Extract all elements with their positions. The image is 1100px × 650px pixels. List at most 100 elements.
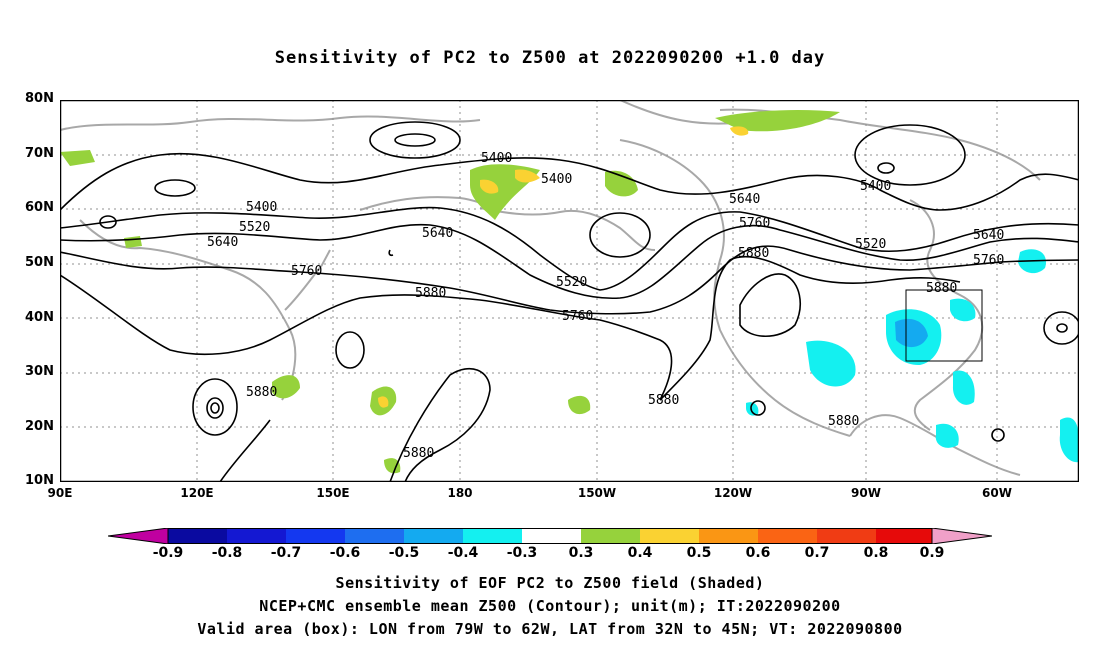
patch-positive	[715, 110, 840, 132]
contour-label: 5760	[973, 253, 1004, 268]
coast-aleutians	[479, 207, 656, 251]
contour-label: 5640	[729, 192, 760, 207]
contour-closed-high-atlantic-inner	[1056, 323, 1068, 333]
colorbar-swatch	[463, 528, 522, 544]
lon-label-90w: 90W	[851, 486, 881, 500]
contour-5640	[60, 223, 1079, 300]
patch-positive-strong	[378, 396, 389, 408]
lat-label-70n: 70N	[25, 146, 54, 161]
colorbar-swatch	[876, 528, 932, 544]
contour-5880-south-west	[219, 419, 271, 482]
colorbar-swatch	[404, 528, 463, 544]
map-frame	[60, 100, 1079, 482]
contour-small-hook	[388, 249, 394, 257]
contour-label: 5880	[828, 414, 859, 429]
contour-5880-main	[60, 255, 961, 401]
contour-label: 5880	[246, 385, 277, 400]
caption-contour: NCEP+CMC ensemble mean Z500 (Contour); u…	[259, 597, 841, 615]
lon-label-120w: 120W	[713, 486, 753, 500]
colorbar-cap-left	[108, 528, 169, 544]
colorbar-label: -0.3	[506, 545, 538, 561]
patch-negative-strong	[895, 318, 928, 348]
z500-contours	[60, 121, 1079, 482]
contour-label: 5880	[403, 446, 434, 461]
coast-north-america-west	[619, 139, 851, 437]
contour-label: 5880	[738, 246, 769, 261]
colorbar-label: 0.5	[686, 545, 712, 561]
coast-east-asia	[79, 219, 297, 401]
colorbar-label: -0.8	[211, 545, 243, 561]
coast-arctic-asia	[60, 115, 481, 131]
patch-positive	[384, 458, 401, 474]
lat-label-10n: 10N	[25, 473, 54, 488]
contour-label: 5760	[739, 216, 770, 231]
colorbar-swatch	[817, 528, 876, 544]
patch-negative	[746, 402, 759, 416]
contour-label: 5520	[239, 220, 270, 235]
patch-negative	[806, 340, 856, 387]
contour-closed-low-pacific-inner	[394, 133, 436, 147]
contour-closed-high-philippine-core	[210, 402, 220, 414]
patch-positive-strong	[515, 169, 540, 183]
colorbar-swatch	[699, 528, 758, 544]
lat-label-80n: 80N	[25, 91, 54, 106]
patch-positive	[272, 375, 300, 399]
contour-closed-low-pacific	[369, 121, 461, 159]
patch-negative	[1059, 417, 1079, 463]
colorbar-label: -0.7	[270, 545, 302, 561]
lon-label-180: 180	[447, 486, 473, 500]
contour-label: 5400	[541, 172, 572, 187]
colorbar-swatch	[640, 528, 699, 544]
map-panel: 5400 5400 5400 5400 5520 5520 5520 5640 …	[60, 100, 1079, 482]
coast-gulf	[849, 414, 1021, 476]
chart-title: Sensitivity of PC2 to Z500 at 2022090200…	[274, 48, 826, 68]
lon-label-120e: 120E	[180, 486, 214, 500]
contour-label: 5640	[973, 228, 1004, 243]
lon-label-150w: 150W	[577, 486, 617, 500]
colorbar-label: -0.5	[388, 545, 420, 561]
patch-positive	[124, 236, 142, 248]
contour-closed-high-philippine-inner	[206, 397, 224, 419]
colorbar-swatch	[345, 528, 404, 544]
contour-label: 5400	[860, 179, 891, 194]
coast-japan	[284, 249, 331, 311]
contour-closed-low-gulf-alaska	[589, 212, 651, 258]
colorbar-label: 0.4	[627, 545, 653, 561]
colorbar-swatch	[581, 528, 640, 544]
contour-label: 5880	[415, 286, 446, 301]
contour-label: 5880	[648, 393, 679, 408]
contour-5400-north	[60, 152, 1079, 211]
colorbar-swatch	[227, 528, 286, 544]
valid-area-box	[905, 289, 983, 362]
contour-closed-low-hudson-inner	[877, 162, 895, 174]
colorbar	[108, 528, 992, 544]
coast-hudson-east	[909, 199, 984, 431]
patch-negative	[952, 370, 975, 405]
contour-label: 5520	[556, 275, 587, 290]
lat-label-40n: 40N	[25, 310, 54, 325]
contour-label: 5400	[246, 200, 277, 215]
contour-closed-high-atlantic	[1043, 311, 1079, 345]
contour-closed-low-far-west	[99, 215, 117, 229]
coastlines	[60, 100, 1041, 476]
patch-positive	[60, 150, 95, 166]
colorbar-label: 0.9	[919, 545, 945, 561]
contour-closed-high-philippine	[192, 378, 238, 436]
contour-closed-low-west	[154, 179, 196, 197]
patch-positive-strong	[480, 179, 499, 194]
contour-label-group: 5400 5400 5400 5400 5520 5520 5520 5640 …	[207, 151, 1004, 461]
contour-closed-low-hudson	[854, 124, 966, 186]
lat-label-30n: 30N	[25, 364, 54, 379]
patch-positive	[605, 170, 638, 197]
colorbar-label: -0.6	[329, 545, 361, 561]
colorbar-label: 0.3	[568, 545, 594, 561]
patch-negative	[935, 423, 959, 448]
contour-label: 5640	[207, 235, 238, 250]
caption-shaded: Sensitivity of EOF PC2 to Z500 field (Sh…	[335, 574, 765, 592]
lat-label-20n: 20N	[25, 419, 54, 434]
colorbar-swatch	[758, 528, 817, 544]
colorbar-label: -0.9	[152, 545, 184, 561]
colorbar-label: 0.8	[863, 545, 889, 561]
colorbar-frame	[167, 528, 933, 544]
contour-closed-high-mexico	[750, 400, 766, 416]
